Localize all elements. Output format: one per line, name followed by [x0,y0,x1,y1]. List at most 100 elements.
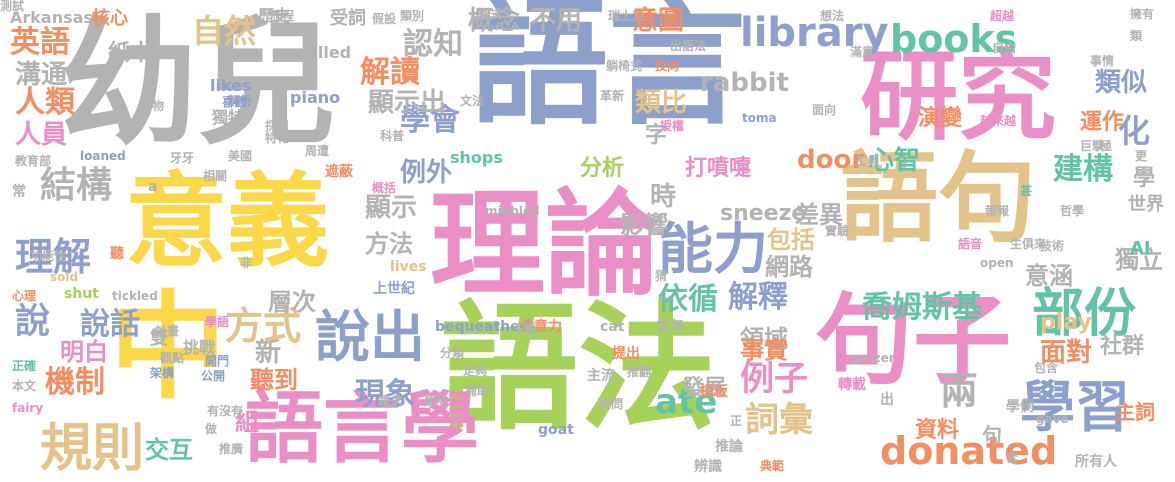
word-term-154: 猜 [655,269,668,283]
word-term-161: 相關 [203,169,228,183]
word-term-194: 技術 [1040,239,1065,253]
word-term-17: 結構 [40,165,113,206]
word-term-188: 極 [1100,139,1113,153]
word-library: library [740,10,889,56]
word-term-117: 當年 [656,319,684,335]
word-rabbit: rabbit [700,68,789,98]
word-term-53: 打噴嚏 [685,156,752,181]
word-term-180: 超越 [990,9,1015,23]
word-term-100: 雙 [150,328,168,349]
word-fairy: fairy [12,401,44,415]
word-term-148: 心理 [12,289,37,303]
word-term-147: 本文 [12,379,37,393]
word-term-173: 投向 [655,59,680,73]
word-term-20: 解讀 [360,55,420,90]
word-term-63: 資料 [915,418,960,443]
word-term-28: 詞彙 [745,400,813,440]
word-term-11: 說出 [315,305,426,369]
word-term-177: 面向 [812,103,837,117]
word-term-164: 科普 [380,129,405,143]
word-term-61: 事實 [740,336,788,364]
word-play: play [1040,310,1092,335]
word-term-121: 推論 [715,439,743,455]
word-term-35: 英語 [10,25,70,60]
word-term-34: 面對 [1040,338,1093,368]
word-term-51: 顯示出 [368,88,447,118]
word-term-1: 語法 [440,288,717,449]
word-term-41: 不用 [530,6,583,36]
word-term-73: 核心 [92,8,128,29]
word-term-142: 架構 [150,366,175,380]
word-term-155: 常 [12,184,26,200]
word-term-153: 非 [240,256,253,270]
word-term-10: 能力 [658,217,769,281]
word-term-152: 學語 [205,315,230,329]
word-term-71: 交互 [145,436,193,464]
word-term-184: 事情 [1090,54,1115,68]
word-term-79: 社群 [1100,334,1145,359]
word-term-163: 周遭 [305,144,330,158]
word-term-134: 分類 [440,346,465,360]
word-term-133: 提出 [612,346,640,362]
word-term-185: 越來越 [980,114,1017,128]
word-term-85: 演變 [918,106,963,131]
word-cat: cat [600,319,625,335]
word-term-82: 世界 [1128,194,1164,215]
word-term-83: 學 [1133,166,1156,191]
word-term-179: 滿意 [850,45,875,59]
word-term-118: 下載 [512,322,537,336]
word-term-8: 中 [110,280,226,415]
word-pulled: pulled [295,43,352,62]
word-donated: donated [880,429,1058,473]
word-term-116: 注意力 [520,319,562,335]
word-term-59: 網路 [765,253,813,281]
word-term-168: 歷程 [270,9,295,23]
word-term-160: 美國 [228,149,253,163]
word-lives: lives [390,259,427,275]
word-term-186: 工具 [855,154,880,168]
word-term-36: 人類 [15,85,75,120]
word-term-157: 採用 [265,119,290,133]
word-term-72: 紙巾 [108,41,153,66]
word-term-140: 公開 [201,369,226,383]
word-tickled: tickled [112,289,158,303]
word-term-172: 出語法 [670,39,707,53]
word-term-158: 特化 [265,131,290,145]
word-term-182: 擁有 [1130,7,1155,21]
word-goat: goat [538,422,574,438]
word-a: a [148,179,158,195]
word-term-89: 發展 [682,376,727,401]
word-term-115: 上世紀 [373,281,415,297]
word-term-171: 躺椅式 [606,59,643,73]
word-mibbled: mibbled [485,204,540,218]
word-term-96: 事物 [140,99,165,113]
word-term-5: 研究 [860,40,1057,154]
word-term-151: 計畫 [155,324,180,338]
word-term-65: 新 [255,338,282,368]
word-term-49: 例外 [400,158,453,188]
word-term-165: 概括 [372,181,397,195]
word-term-46: 建構 [1053,152,1113,187]
word-piano: piano [290,88,341,107]
word-term-129: 套 [1006,451,1019,465]
word-shops: shops [450,148,503,167]
word-term-80: 獨立 [1115,246,1163,274]
word-term-191: 報報 [985,204,1010,218]
word-term-68: 顯示 [365,193,418,223]
word-term-178: 想法 [820,9,845,23]
word-term-124: 轉載 [838,377,866,393]
word-term-149: 功能性 [30,249,67,263]
word-term-32: 機制 [45,365,105,400]
word-term-70: 組 [235,408,259,436]
word-term-19: 自然 [192,12,257,50]
word-sold: sold [50,270,79,284]
word-term-16: 規則 [40,419,145,479]
word-term-193: 生俱來 [1010,237,1047,251]
word-term-23: 依循 [658,282,718,317]
word-term-196: 實驗 [825,224,850,238]
word-door: door [797,145,865,175]
word-term-197: 測試 [0,0,25,13]
word-books: books [890,17,1018,61]
word-term-42: 意圖 [632,6,685,36]
